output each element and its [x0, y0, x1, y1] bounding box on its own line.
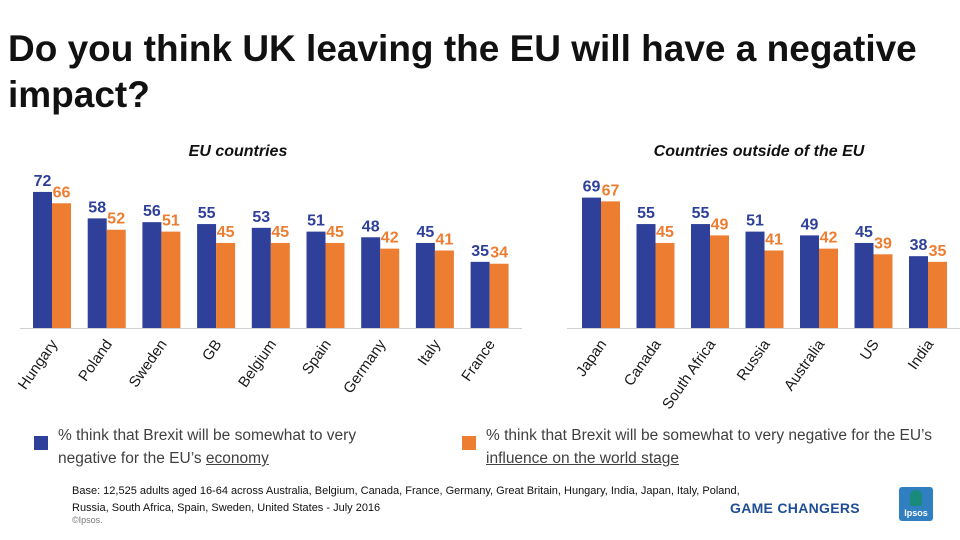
data-label-eu-hungary-economy: 72 — [34, 173, 52, 190]
data-label-non-eu-canada-influence: 45 — [656, 224, 674, 241]
data-label-eu-france-economy: 35 — [471, 243, 489, 260]
bar-eu-spain-economy — [306, 231, 326, 328]
category-label-eu-sweden: Sweden — [126, 337, 171, 391]
data-label-eu-belgium-economy: 53 — [252, 209, 270, 226]
category-label-non-eu-japan: Japan — [573, 337, 610, 380]
brexit-impact-chart: EU countries7266Hungary5852Poland5651Swe… — [15, 143, 960, 413]
legend-influence-swatch — [462, 436, 476, 450]
bar-eu-italy-influence — [434, 250, 454, 328]
data-label-non-eu-canada-economy: 55 — [637, 205, 655, 222]
data-label-eu-sweden-economy: 56 — [143, 203, 161, 220]
category-label-non-eu-us: US — [857, 337, 883, 364]
category-label-non-eu-australia: Australia — [781, 336, 829, 394]
data-label-eu-poland-economy: 58 — [88, 199, 106, 216]
legend-economy-underlined: economy — [205, 450, 269, 467]
bar-eu-gb-economy — [197, 224, 217, 328]
data-label-eu-belgium-influence: 45 — [271, 224, 289, 241]
data-label-non-eu-south-africa-influence: 49 — [711, 216, 729, 233]
data-label-non-eu-japan-economy: 69 — [583, 179, 601, 196]
data-label-eu-spain-influence: 45 — [326, 224, 344, 241]
copyright-note: ©Ipsos. — [72, 515, 103, 525]
data-label-non-eu-us-economy: 45 — [855, 224, 873, 241]
ipsos-logo-text: Ipsos — [904, 508, 928, 518]
data-label-non-eu-australia-influence: 42 — [820, 230, 838, 247]
data-label-eu-italy-influence: 41 — [436, 232, 454, 249]
ipsos-logo-icon — [910, 490, 922, 506]
category-label-eu-belgium: Belgium — [235, 337, 280, 391]
bar-non-eu-russia-influence — [764, 250, 784, 328]
ipsos-logo: Ipsos — [899, 487, 933, 521]
category-label-eu-spain: Spain — [299, 337, 335, 378]
category-label-non-eu-russia: Russia — [734, 336, 775, 384]
data-label-eu-germany-influence: 42 — [381, 230, 399, 247]
bar-non-eu-japan-economy — [582, 197, 601, 328]
bar-eu-belgium-economy — [251, 227, 271, 328]
category-label-eu-italy: Italy — [414, 336, 444, 369]
bar-non-eu-australia-economy — [800, 235, 819, 328]
chart-title-eu: EU countries — [189, 143, 288, 160]
data-label-eu-hungary-influence: 66 — [53, 184, 71, 201]
data-label-non-eu-russia-influence: 41 — [765, 232, 783, 249]
bar-eu-germany-economy — [361, 237, 381, 328]
legend-influence: % think that Brexit will be somewhat to … — [462, 424, 932, 470]
data-label-non-eu-india-economy: 38 — [910, 237, 928, 254]
bar-eu-italy-economy — [415, 242, 435, 328]
category-label-eu-poland: Poland — [75, 337, 116, 385]
bar-eu-germany-influence — [380, 248, 400, 328]
legend-economy: % think that Brexit will be somewhat to … — [34, 424, 414, 470]
bar-eu-france-influence — [489, 263, 509, 328]
legend-influence-text: % think that Brexit will be somewhat to … — [486, 427, 932, 444]
category-label-non-eu-canada: Canada — [621, 336, 665, 389]
data-label-non-eu-india-influence: 35 — [929, 243, 947, 260]
bar-eu-france-economy — [470, 261, 490, 328]
legend-influence-underlined: influence on the world stage — [486, 450, 680, 467]
page-title: Do you think UK leaving the EU will have… — [8, 28, 917, 115]
data-label-non-eu-australia-economy: 49 — [801, 216, 819, 233]
data-label-eu-france-influence: 34 — [490, 245, 508, 262]
category-label-eu-germany: Germany — [340, 336, 390, 397]
bar-eu-sweden-influence — [161, 231, 181, 328]
chart-title-non-eu: Countries outside of the EU — [654, 143, 865, 160]
bar-non-eu-canada-economy — [636, 224, 656, 328]
category-label-eu-gb: GB — [199, 337, 225, 365]
bar-eu-gb-influence — [216, 242, 236, 328]
bar-eu-sweden-economy — [142, 222, 162, 328]
data-label-eu-gb-influence: 45 — [217, 224, 235, 241]
category-label-non-eu-india: India — [905, 336, 938, 373]
bar-non-eu-south-africa-influence — [710, 235, 729, 328]
base-footnote: Base: 12,525 adults aged 16-64 across Au… — [72, 485, 740, 514]
data-label-eu-poland-influence: 52 — [107, 211, 125, 228]
bar-eu-poland-influence — [106, 229, 126, 328]
data-label-eu-spain-economy: 51 — [307, 213, 325, 230]
legend-economy-text: % think that Brexit will be somewhat to … — [58, 427, 357, 467]
bar-non-eu-australia-influence — [819, 248, 838, 328]
bar-eu-hungary-influence — [52, 203, 71, 328]
data-label-non-eu-us-influence: 39 — [874, 235, 892, 252]
data-label-eu-sweden-influence: 51 — [162, 213, 180, 230]
brand-tagline: GAME CHANGERS — [730, 500, 860, 516]
category-label-eu-france: France — [458, 337, 499, 385]
bar-non-eu-us-influence — [873, 254, 893, 328]
bar-non-eu-japan-influence — [601, 201, 620, 328]
data-label-non-eu-russia-economy: 51 — [746, 213, 764, 230]
bar-eu-hungary-economy — [33, 191, 52, 328]
category-label-non-eu-south-africa: South Africa — [659, 336, 720, 413]
bar-non-eu-canada-influence — [655, 242, 675, 328]
data-label-eu-italy-economy: 45 — [417, 224, 435, 241]
bar-non-eu-india-influence — [928, 261, 947, 328]
legend-economy-swatch — [34, 436, 48, 450]
bar-non-eu-russia-economy — [745, 231, 765, 328]
bar-eu-poland-economy — [87, 218, 107, 328]
data-label-eu-germany-economy: 48 — [362, 218, 380, 235]
data-label-eu-gb-economy: 55 — [198, 205, 216, 222]
data-label-non-eu-japan-influence: 67 — [602, 182, 620, 199]
data-label-non-eu-south-africa-economy: 55 — [692, 205, 710, 222]
bar-eu-belgium-influence — [270, 242, 290, 328]
category-label-eu-hungary: Hungary — [15, 336, 62, 393]
bar-non-eu-south-africa-economy — [691, 224, 710, 328]
bar-non-eu-india-economy — [909, 256, 928, 328]
bar-eu-spain-influence — [325, 242, 345, 328]
bar-non-eu-us-economy — [854, 242, 874, 328]
